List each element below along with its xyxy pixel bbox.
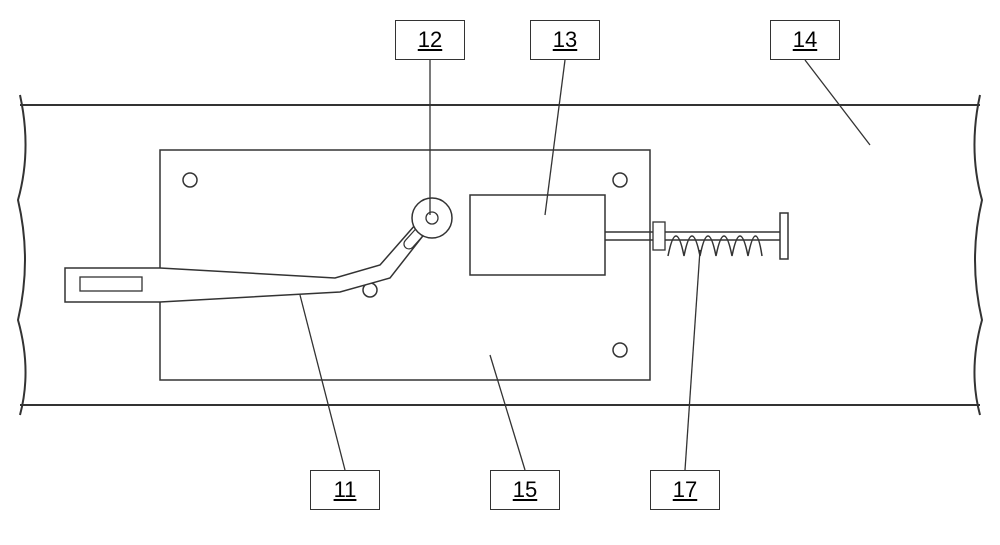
block-13 bbox=[470, 195, 605, 275]
spring-17 bbox=[605, 213, 788, 259]
label-11: 11 bbox=[310, 470, 380, 510]
roller-12 bbox=[412, 198, 452, 238]
label-17: 17 bbox=[650, 470, 720, 510]
lever-11 bbox=[65, 208, 440, 302]
label-12: 12 bbox=[395, 20, 465, 60]
label-15: 15 bbox=[490, 470, 560, 510]
label-14: 14 bbox=[770, 20, 840, 60]
mechanism-diagram bbox=[0, 0, 1000, 540]
label-13: 13 bbox=[530, 20, 600, 60]
